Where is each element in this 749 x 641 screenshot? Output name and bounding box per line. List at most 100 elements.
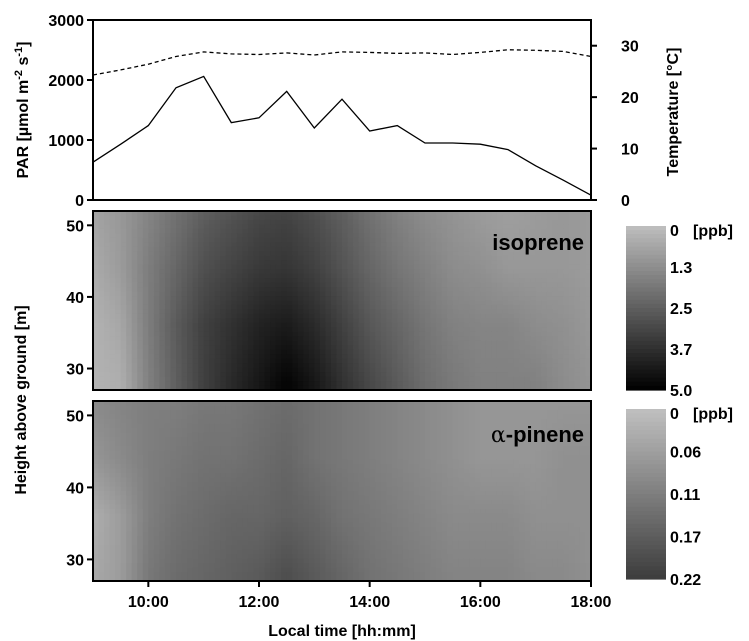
heatmap-cell: [585, 414, 592, 420]
heatmap-cell: [485, 296, 492, 302]
heatmap-cell: [557, 251, 564, 257]
heatmap-cell: [281, 423, 288, 429]
heatmap-cell: [308, 401, 315, 407]
heatmap-cell: [375, 381, 382, 387]
heatmap-cell: [474, 450, 481, 456]
heatmap-cell: [336, 296, 343, 302]
heatmap-cell: [225, 269, 232, 275]
heatmap-cell: [286, 269, 293, 275]
heatmap-cell: [142, 376, 149, 382]
heatmap-cell: [270, 354, 277, 360]
heatmap-cell: [214, 437, 221, 443]
heatmap-cell: [342, 215, 349, 221]
heatmap-cell: [292, 340, 299, 346]
heatmap-cell: [170, 322, 177, 328]
heatmap-cell: [98, 318, 105, 324]
heatmap-cell: [153, 446, 160, 452]
heatmap-cell: [391, 237, 398, 243]
heatmap-cell: [275, 423, 282, 429]
heatmap-cell: [386, 224, 393, 230]
heatmap-cell: [386, 251, 393, 257]
heatmap-cell: [463, 224, 470, 230]
heatmap-cell: [535, 345, 542, 351]
heatmap-cell: [198, 419, 205, 425]
heatmap-cell: [513, 401, 520, 407]
heatmap-cell: [563, 322, 570, 328]
heatmap-cell: [397, 233, 404, 239]
heatmap-cell: [148, 405, 155, 411]
heatmap-cell: [214, 376, 221, 382]
heatmap-cell: [176, 459, 183, 465]
heatmap-cell: [391, 419, 398, 425]
heatmap-cell: [176, 233, 183, 239]
heatmap-cell: [308, 282, 315, 288]
heatmap-cell: [447, 419, 454, 425]
heatmap-cell: [209, 260, 216, 266]
heatmap-cell: [496, 264, 504, 270]
heatmap-cell: [148, 432, 155, 438]
heatmap-cell: [557, 304, 564, 311]
heatmap-cell: [137, 345, 144, 351]
heatmap-cell: [203, 304, 210, 311]
heatmap-cell: [441, 246, 448, 252]
heatmap-cell: [131, 282, 138, 288]
heatmap-cell: [281, 251, 288, 257]
heatmap-cell: [546, 376, 553, 382]
heatmap-cell: [386, 381, 393, 387]
heatmap-cell: [552, 345, 559, 351]
heatmap-cell: [508, 228, 515, 234]
heatmap-cell: [292, 219, 299, 226]
heatmap-cell: [419, 340, 426, 346]
heatmap-cell: [375, 455, 382, 461]
heatmap-cell: [541, 331, 548, 337]
heatmap-cell: [142, 224, 149, 230]
heatmap-cell: [441, 372, 448, 378]
heatmap-cell: [485, 363, 492, 369]
heatmap-cell: [159, 358, 166, 364]
heatmap-cell: [502, 401, 509, 407]
heatmap-cell: [148, 255, 155, 261]
heatmap-cell: [231, 228, 238, 234]
heatmap-cell: [496, 322, 504, 328]
heatmap-cell: [303, 446, 310, 452]
heatmap-cell: [314, 273, 321, 279]
heatmap-cell: [259, 304, 266, 311]
heatmap-cell: [430, 349, 437, 355]
heatmap-cell: [176, 405, 183, 411]
heatmap-cell: [286, 459, 293, 465]
heatmap-cell: [198, 255, 205, 261]
heatmap-cell: [380, 336, 387, 342]
heatmap-cell: [546, 296, 553, 302]
heatmap-cell: [402, 260, 409, 266]
heatmap-cell: [292, 441, 299, 447]
heatmap-cell: [153, 242, 160, 248]
heatmap-cell: [524, 437, 531, 443]
heatmap-cell: [541, 318, 548, 324]
heatmap-cell: [469, 367, 476, 373]
heatmap-cell: [270, 450, 277, 456]
heatmap-cell: [142, 287, 149, 293]
heatmap-cell: [469, 405, 476, 411]
heatmap-cell: [187, 246, 194, 252]
heatmap-cell: [264, 327, 271, 333]
heatmap-cell: [292, 376, 299, 382]
heatmap-cell: [231, 376, 238, 382]
heatmap-cell: [259, 464, 266, 470]
heatmap-cell: [480, 219, 487, 226]
heatmap-cell: [236, 211, 243, 217]
heatmap-cell: [303, 282, 310, 288]
heatmap-cell: [568, 246, 575, 252]
heatmap-cell: [513, 354, 520, 360]
heatmap-cell: [325, 410, 332, 416]
heatmap-cell: [375, 224, 382, 230]
heatmap-cell: [330, 441, 338, 447]
heatmap-cell: [541, 363, 548, 369]
heatmap-cell: [419, 372, 426, 378]
heatmap-cell: [198, 358, 205, 364]
heatmap-cell: [170, 354, 177, 360]
heatmap-cell: [93, 300, 100, 306]
heatmap-cell: [369, 219, 376, 226]
heatmap-cell: [142, 358, 149, 364]
heatmap-cell: [231, 450, 238, 456]
